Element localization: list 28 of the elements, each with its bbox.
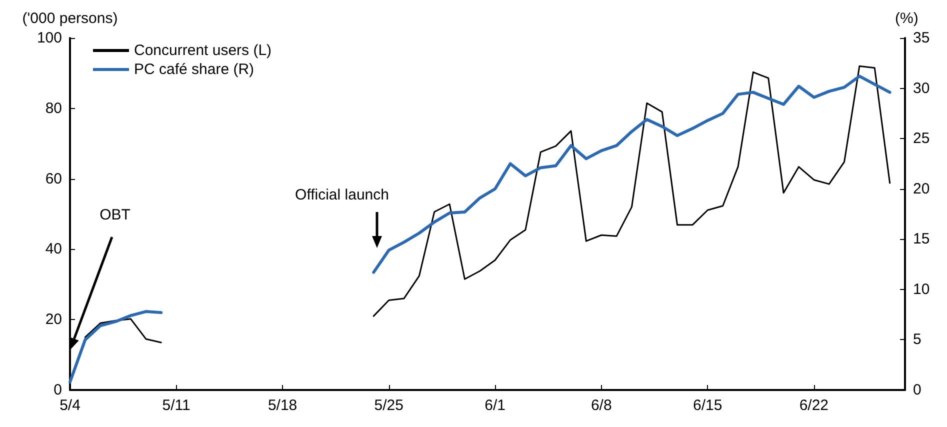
y2-tick-label: 10 xyxy=(913,280,930,298)
y2-axis-title: (%) xyxy=(895,10,918,27)
x-tick-label: 5/25 xyxy=(374,397,404,414)
y2-tick-label: 35 xyxy=(913,30,930,46)
y2-tick-label: 0 xyxy=(913,382,922,398)
x-tick-label: 5/18 xyxy=(268,397,298,414)
x-tick-label: 5/11 xyxy=(162,397,190,414)
x-tick-label: 5/4 xyxy=(60,397,80,414)
x-tick-label: 6/8 xyxy=(590,397,612,414)
annotation: Official launch xyxy=(295,186,389,204)
y2-tick-label: 5 xyxy=(913,331,922,348)
x-tick-label: 6/15 xyxy=(693,397,722,414)
y2-tick-label: 30 xyxy=(913,80,930,97)
y-axis-title: ('000 persons) xyxy=(22,10,118,27)
y-tick-label: 40 xyxy=(45,240,62,258)
x-tick-label: 6/1 xyxy=(484,397,506,414)
y2-tick-label: 25 xyxy=(913,130,930,148)
y-tick-label: 20 xyxy=(45,311,62,328)
y-tick-label: 0 xyxy=(54,382,62,398)
x-tick-label: 6/22 xyxy=(799,397,829,414)
legend-label: PC café share (R) xyxy=(134,61,254,78)
legend-label: Concurrent users (L) xyxy=(134,42,272,59)
annotation: OBT xyxy=(100,206,130,224)
y2-tick-label: 20 xyxy=(913,180,930,198)
y2-tick-label: 15 xyxy=(913,230,930,248)
y-tick-label: 80 xyxy=(45,100,62,117)
y-tick-label: 100 xyxy=(36,30,62,46)
y-tick-label: 60 xyxy=(45,170,62,188)
